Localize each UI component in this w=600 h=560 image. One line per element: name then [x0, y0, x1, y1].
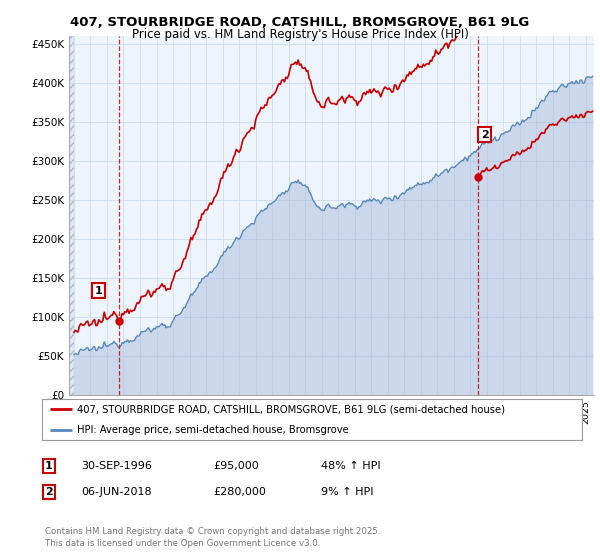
Text: 2: 2: [45, 487, 53, 497]
Text: £280,000: £280,000: [213, 487, 266, 497]
Text: 1: 1: [45, 461, 53, 471]
Text: Contains HM Land Registry data © Crown copyright and database right 2025.
This d: Contains HM Land Registry data © Crown c…: [45, 527, 380, 548]
Text: 407, STOURBRIDGE ROAD, CATSHILL, BROMSGROVE, B61 9LG (semi-detached house): 407, STOURBRIDGE ROAD, CATSHILL, BROMSGR…: [77, 404, 505, 414]
Text: 48% ↑ HPI: 48% ↑ HPI: [321, 461, 380, 471]
Text: 9% ↑ HPI: 9% ↑ HPI: [321, 487, 373, 497]
Text: Price paid vs. HM Land Registry's House Price Index (HPI): Price paid vs. HM Land Registry's House …: [131, 28, 469, 41]
Text: HPI: Average price, semi-detached house, Bromsgrove: HPI: Average price, semi-detached house,…: [77, 424, 349, 435]
Text: 407, STOURBRIDGE ROAD, CATSHILL, BROMSGROVE, B61 9LG: 407, STOURBRIDGE ROAD, CATSHILL, BROMSGR…: [70, 16, 530, 29]
Text: 06-JUN-2018: 06-JUN-2018: [81, 487, 152, 497]
Text: £95,000: £95,000: [213, 461, 259, 471]
Text: 1: 1: [95, 286, 103, 296]
Bar: [69, 36, 74, 395]
Text: 2: 2: [481, 130, 488, 139]
Text: 30-SEP-1996: 30-SEP-1996: [81, 461, 152, 471]
